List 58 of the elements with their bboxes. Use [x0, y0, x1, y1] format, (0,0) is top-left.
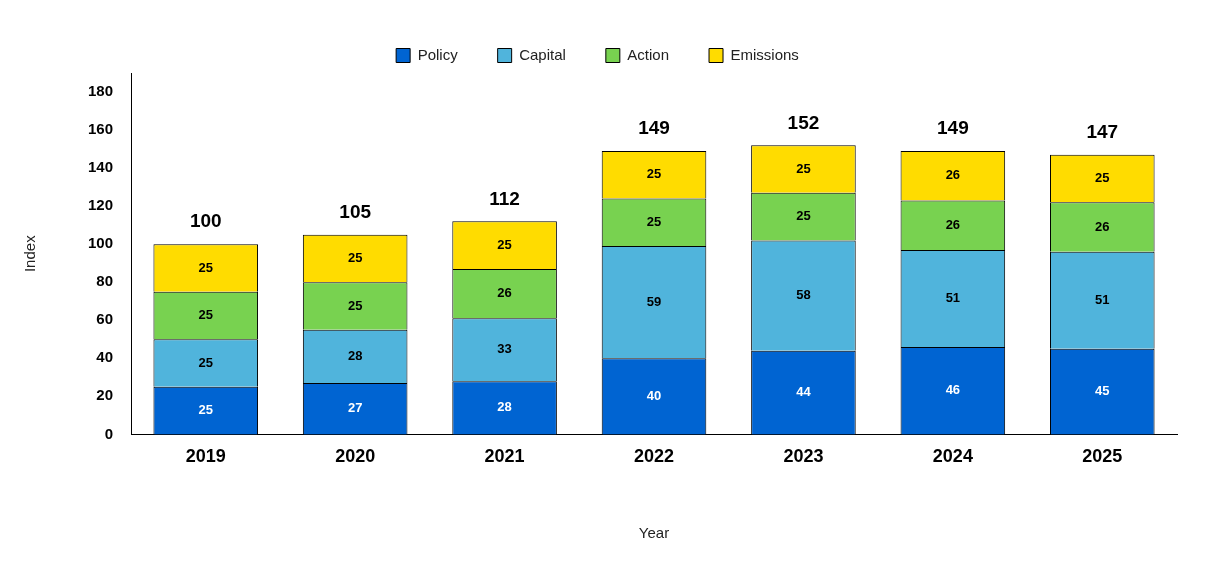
data-label: 25: [198, 354, 213, 370]
y-tick-label: 0: [104, 424, 114, 442]
total-label: 147: [1086, 121, 1119, 143]
y-tick-label: 60: [96, 310, 114, 328]
data-label: 25: [198, 402, 213, 418]
data-label: 51: [1095, 291, 1110, 307]
y-tick-label: 180: [88, 82, 114, 100]
y-tick-label: 40: [96, 348, 114, 366]
data-label: 26: [1095, 218, 1110, 234]
data-label: 59: [646, 293, 662, 309]
data-label: 25: [347, 250, 363, 266]
data-label: 26: [945, 167, 961, 183]
data-label: 25: [198, 307, 213, 323]
legend-label: Action: [627, 45, 670, 63]
data-label: 26: [497, 285, 512, 301]
data-label: 40: [646, 387, 662, 403]
data-label: 44: [796, 384, 812, 400]
y-axis-title: Index: [21, 234, 39, 273]
x-axis-title: Year: [638, 524, 670, 542]
data-label: 25: [646, 213, 662, 229]
data-label: 26: [945, 216, 961, 232]
data-label: 51: [945, 289, 961, 305]
data-label: 25: [1095, 170, 1110, 186]
total-label: 112: [489, 187, 520, 209]
x-tick-label: 2024: [932, 446, 973, 467]
total-label: 149: [638, 117, 670, 139]
y-tick-label: 80: [96, 272, 114, 290]
data-label: 25: [796, 160, 811, 176]
y-tick-label: 160: [88, 120, 114, 138]
legend-label: Capital: [519, 45, 566, 63]
data-label: 28: [497, 399, 512, 415]
y-tick-label: 140: [88, 158, 114, 176]
x-tick-label: 2025: [1082, 446, 1123, 467]
total-label: 100: [189, 210, 222, 232]
data-label: 25: [198, 259, 213, 275]
data-label: 33: [497, 341, 512, 357]
data-label: 58: [796, 287, 811, 303]
x-tick-label: 2021: [484, 446, 525, 467]
data-label: 28: [347, 347, 363, 363]
x-tick-label: 2019: [185, 446, 226, 467]
data-label: 46: [945, 382, 961, 398]
data-label: 45: [1095, 383, 1110, 399]
data-label: 25: [497, 236, 512, 252]
x-tick-label: 2023: [783, 446, 824, 467]
total-label: 149: [937, 117, 969, 139]
x-tick-label: 2022: [633, 446, 675, 467]
data-label: 25: [796, 208, 811, 224]
data-label: 27: [347, 400, 363, 416]
y-tick-label: 100: [88, 234, 114, 252]
y-tick-label: 120: [88, 196, 114, 214]
y-tick-label: 20: [96, 386, 114, 404]
legend-label: Emissions: [730, 45, 799, 63]
total-label: 105: [339, 200, 372, 222]
legend-label: Policy: [417, 45, 459, 63]
data-label: 25: [347, 297, 363, 313]
data-label: 25: [646, 166, 662, 182]
total-label: 152: [787, 111, 820, 133]
x-tick-label: 2020: [335, 446, 376, 467]
